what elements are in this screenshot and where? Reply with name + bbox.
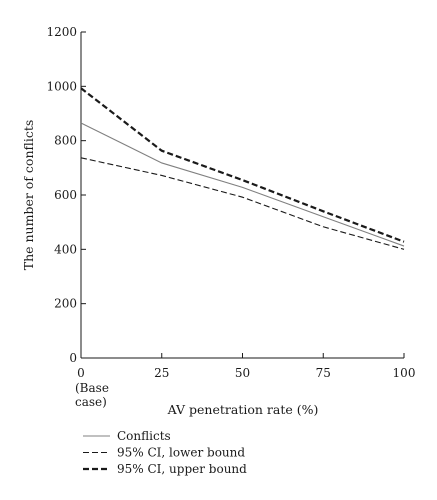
y-tick-label: 200 bbox=[54, 297, 77, 311]
y-tick-label: 1000 bbox=[46, 79, 77, 93]
x-tick-label: 100 bbox=[393, 366, 416, 380]
y-tick-label: 400 bbox=[54, 242, 77, 256]
axes bbox=[80, 32, 404, 359]
x-tick-sublabel: case) bbox=[75, 395, 107, 409]
series-lines bbox=[80, 87, 405, 250]
x-axis-title: AV penetration rate (%) bbox=[167, 402, 319, 417]
x-tick-label: 0 bbox=[77, 366, 85, 380]
x-tick-label: 75 bbox=[316, 366, 331, 380]
x-tick-sublabel: (Base bbox=[75, 381, 109, 395]
legend-label: 95% CI, upper bound bbox=[117, 462, 247, 476]
y-axis-title: The number of conflicts bbox=[21, 120, 36, 271]
legend-label: Conflicts bbox=[117, 429, 171, 443]
x-tick-label: 25 bbox=[154, 366, 169, 380]
y-tick-label: 1200 bbox=[46, 25, 77, 39]
series-line-3 bbox=[80, 87, 405, 243]
x-tick-label: 50 bbox=[235, 366, 250, 380]
legend-label: 95% CI, lower bound bbox=[117, 446, 245, 460]
series-line-1 bbox=[80, 122, 405, 247]
series-line-2 bbox=[80, 157, 405, 250]
y-tick-label: 800 bbox=[54, 134, 77, 148]
legend: Conflicts 95% CI, lower bound 95% CI, uppe… bbox=[83, 429, 247, 476]
y-ticks: 0 200 400 600 800 1000 1200 bbox=[46, 25, 86, 365]
y-tick-label: 0 bbox=[69, 351, 77, 365]
y-tick-label: 600 bbox=[54, 188, 77, 202]
